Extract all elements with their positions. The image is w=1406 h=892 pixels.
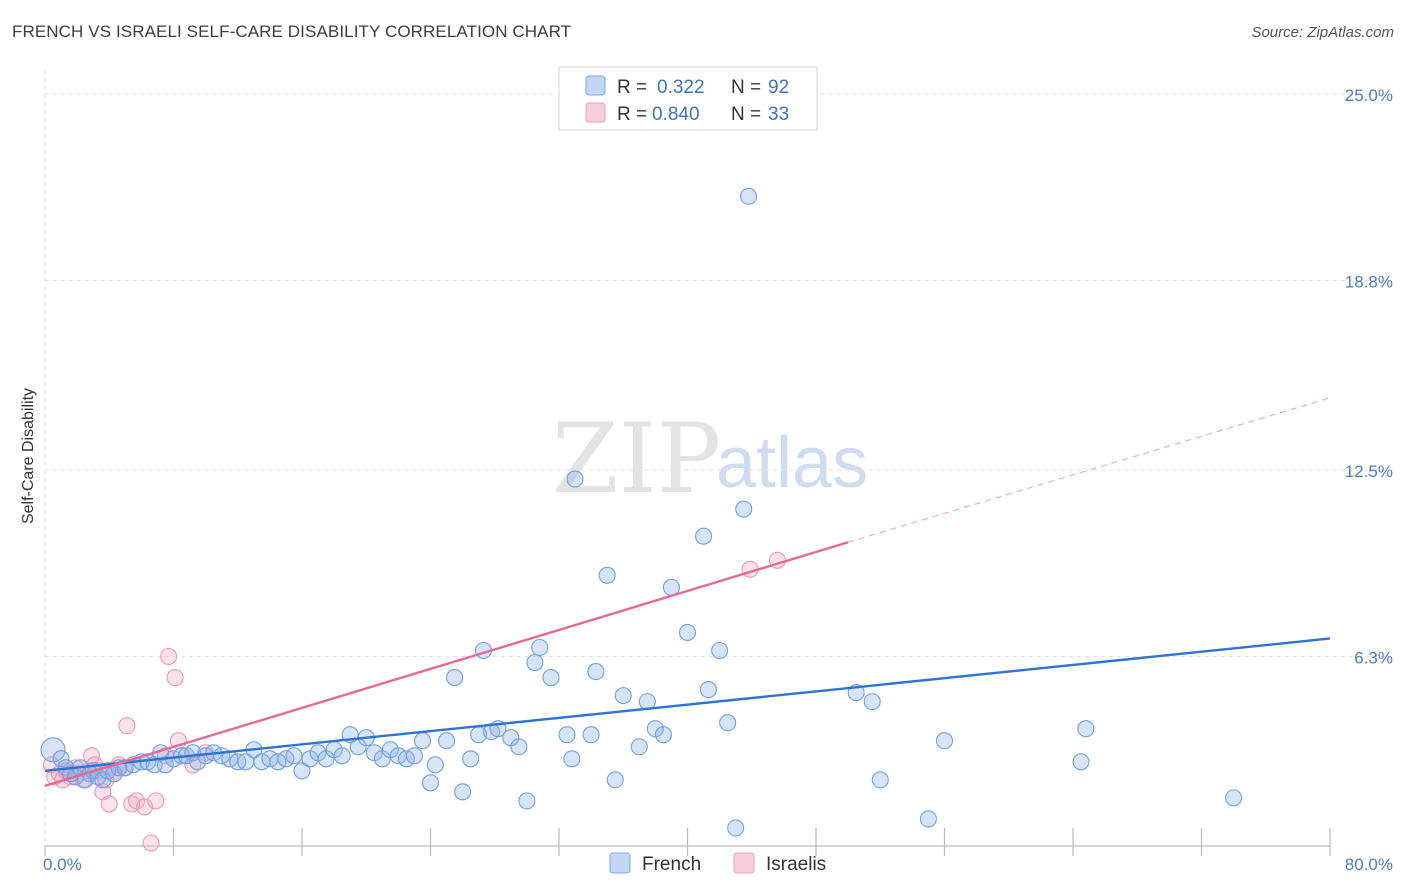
french-point: [1072, 753, 1090, 771]
french-point: [614, 687, 632, 705]
french-point: [606, 771, 624, 789]
y-tick-labels: 6.3% 12.5% 18.8% 25.0%: [1345, 86, 1393, 667]
legend-n-label-french: N =: [731, 77, 761, 98]
stats-legend: R = 0.322 N = 92 R = 0.840 N = 33: [558, 66, 818, 131]
french-point: [598, 566, 616, 584]
french-point: [566, 470, 584, 488]
french-point: [293, 762, 311, 780]
legend-n-value-israelis: 33: [768, 104, 789, 125]
french-point: [405, 747, 423, 765]
french-point: [735, 500, 753, 518]
french-point: [421, 774, 440, 792]
french-point: [558, 726, 576, 744]
french-point: [563, 750, 581, 768]
legend-r-value-israelis: 0.840: [652, 104, 700, 125]
french-point: [333, 747, 351, 765]
french-point: [739, 187, 758, 205]
israelis-point: [123, 795, 141, 813]
french-point: [526, 653, 544, 672]
french-point: [52, 750, 70, 768]
french-point: [542, 669, 560, 687]
legend-n-label-israelis: N =: [731, 104, 761, 125]
legend-swatch-french: [585, 75, 606, 96]
israelis-point: [118, 717, 136, 735]
french-point: [285, 747, 303, 765]
israelis-point: [83, 747, 101, 765]
french-point: [454, 783, 472, 801]
french-point: [413, 732, 432, 750]
israelis-point: [100, 795, 118, 813]
french-point: [678, 623, 697, 642]
israelis-trendline: [44, 541, 849, 787]
french-point: [446, 669, 464, 687]
french-point: [699, 681, 717, 699]
israelis-point: [142, 834, 160, 852]
israelis-trendline-extension: [847, 397, 1331, 543]
french-point: [719, 714, 737, 732]
legend-r-label-israelis: R =: [617, 104, 647, 125]
french-point: [695, 527, 713, 545]
french-point: [587, 663, 605, 681]
x-tick-labels: 0.0% 80.0%: [43, 855, 1393, 874]
y-tick-label: 18.8%: [1345, 273, 1393, 292]
israelis-points: [42, 551, 787, 852]
french-point: [654, 726, 672, 744]
bottom-legend-label-israelis: Israelis: [766, 854, 826, 875]
french-point: [630, 738, 648, 756]
legend-r-value-french: 0.322: [657, 77, 705, 98]
french-point: [1225, 789, 1243, 807]
x-tick-label: 80.0%: [1345, 855, 1393, 874]
legend-swatch-israelis: [585, 102, 606, 123]
watermark-atlas: atlas: [716, 423, 868, 503]
bottom-legend-label-french: French: [642, 854, 701, 875]
french-point: [919, 810, 937, 828]
chart-title: FRENCH VS ISRAELI SELF-CARE DISABILITY C…: [12, 22, 572, 41]
french-point: [518, 792, 536, 810]
series-legend: French Israelis: [609, 852, 826, 875]
y-tick-label: 25.0%: [1345, 86, 1393, 105]
axes: [44, 828, 1331, 856]
israelis-point: [147, 792, 165, 810]
x-tick-label: 0.0%: [43, 855, 82, 874]
french-point: [462, 750, 480, 768]
french-point: [935, 732, 954, 750]
trendlines: [44, 397, 1331, 787]
bottom-legend-swatch-french: [609, 852, 631, 874]
bottom-legend-swatch-israelis: [733, 852, 755, 874]
y-tick-label: 12.5%: [1345, 462, 1393, 481]
y-tick-label: 6.3%: [1354, 649, 1393, 668]
legend-n-value-french: 92: [768, 77, 789, 98]
french-point: [426, 756, 444, 774]
chart-source: Source: ZipAtlas.com: [1251, 24, 1394, 41]
french-point: [711, 641, 729, 660]
french-point: [863, 693, 881, 711]
french-point: [582, 726, 600, 744]
y-axis-title: Self-Care Disability: [20, 388, 37, 524]
french-point: [510, 738, 528, 756]
french-point: [727, 819, 745, 837]
french-point: [871, 771, 889, 789]
israelis-point: [166, 669, 184, 687]
legend-r-label-french: R =: [617, 77, 647, 98]
watermark-zip: ZIP: [552, 403, 721, 515]
french-point: [40, 737, 66, 763]
french-point: [531, 638, 549, 657]
french-point: [1077, 720, 1095, 738]
french-point: [438, 732, 456, 750]
israelis-point: [160, 647, 178, 666]
french-trendline: [44, 637, 1331, 773]
